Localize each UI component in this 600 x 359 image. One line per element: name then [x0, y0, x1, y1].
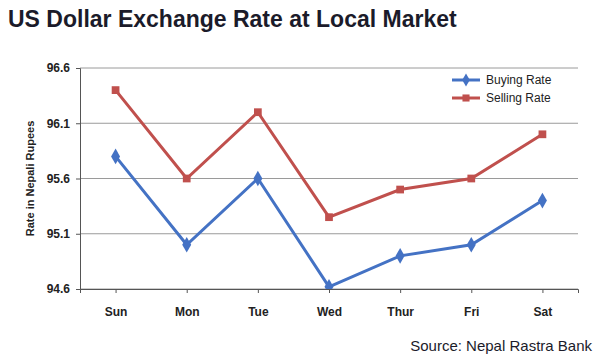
legend: Buying Rate Selling Rate	[452, 73, 552, 105]
grid-line	[80, 178, 578, 179]
x-tick: Sun	[105, 289, 128, 319]
x-tick: Tue	[248, 289, 269, 319]
x-tick-label: Sat	[534, 305, 553, 319]
y-tick-mark	[76, 289, 80, 290]
series-line	[116, 156, 543, 286]
grid-line	[80, 68, 578, 69]
x-tick-mark	[329, 289, 330, 293]
y-tick-mark	[76, 68, 80, 69]
marker	[253, 171, 262, 187]
marker	[111, 149, 120, 165]
x-tick-mark	[400, 289, 401, 293]
marker	[396, 248, 405, 264]
marker	[112, 86, 120, 94]
y-tick: 96.6	[47, 61, 80, 75]
y-tick-label: 96.1	[47, 117, 71, 131]
y-tick-label: 94.6	[47, 282, 71, 296]
x-tick-mark	[258, 289, 259, 293]
legend-label: Selling Rate	[486, 91, 551, 105]
x-tick: Wed	[317, 289, 342, 319]
marker	[396, 186, 404, 194]
x-tick-label: Fri	[464, 305, 479, 319]
legend-label: Buying Rate	[486, 73, 552, 87]
x-axis: Sun Mon Tue Wed Thur Fri Sat	[81, 289, 579, 319]
x-tick: Sat	[534, 289, 553, 319]
x-tick-label: Sun	[105, 305, 128, 319]
legend-entry: Selling Rate	[452, 91, 551, 105]
y-tick-mark	[76, 179, 80, 180]
marker	[538, 193, 547, 209]
y-tick-label: 95.1	[47, 227, 71, 241]
marker	[539, 130, 547, 138]
marker	[467, 175, 475, 183]
title: US Dollar Exchange Rate at Local Market	[8, 6, 457, 32]
x-tick-label: Mon	[175, 305, 200, 319]
x-axis-line	[81, 290, 579, 294]
x-tick-mark	[116, 289, 117, 293]
series-markers	[111, 149, 547, 289]
marker	[254, 108, 262, 116]
series-markers	[112, 86, 547, 221]
y-tick-mark	[76, 123, 80, 124]
y-tick: 94.6	[47, 282, 80, 296]
grid-line	[80, 123, 578, 124]
x-tick-label: Thur	[387, 305, 414, 319]
plot-area	[111, 86, 547, 289]
grid	[80, 68, 578, 289]
marker	[183, 175, 191, 183]
x-tick-mark	[542, 289, 543, 293]
marker	[325, 279, 334, 289]
y-tick-label: 96.6	[47, 61, 71, 75]
legend-marker	[462, 94, 469, 101]
y-tick: 96.1	[47, 117, 80, 131]
x-tick: Thur	[387, 289, 414, 319]
x-tick-label: Tue	[248, 305, 269, 319]
y-axis: 94.6 95.1 95.6 96.1 96.6	[47, 61, 81, 296]
x-tick-mark	[187, 289, 188, 293]
y-tick-label: 95.6	[47, 172, 71, 186]
legend-entry: Buying Rate	[452, 73, 552, 87]
legend-marker	[462, 73, 470, 86]
x-tick-label: Wed	[317, 305, 342, 319]
y-tick: 95.1	[47, 227, 80, 241]
x-tick: Mon	[175, 289, 200, 319]
series-line	[116, 90, 543, 217]
y-tick-mark	[76, 234, 80, 235]
chart: US Dollar Exchange Rate at Local Market 9…	[0, 0, 600, 359]
x-tick-mark	[471, 289, 472, 293]
marker	[325, 213, 333, 221]
marker	[467, 237, 476, 253]
y-axis-title: Rate in Nepali Rupees	[24, 121, 36, 237]
marker	[182, 237, 191, 253]
y-tick: 95.6	[47, 172, 80, 186]
x-tick: Fri	[464, 289, 479, 319]
y-axis-line	[76, 69, 81, 290]
grid-line	[80, 233, 578, 234]
source: Source: Nepal Rastra Bank	[410, 337, 592, 354]
